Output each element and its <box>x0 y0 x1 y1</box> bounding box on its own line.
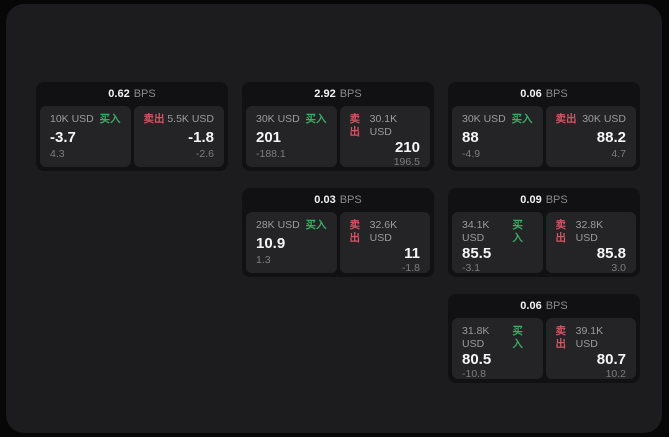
bps-label: BPS <box>339 194 362 206</box>
quote-card: 0.03 BPS 28K USD 买入 10.9 1.3 卖出 32.6K US… <box>242 188 434 277</box>
buy-amount: 28K USD <box>256 219 300 231</box>
buy-panel[interactable]: 31.8K USD 买入 80.5 -10.8 <box>452 318 543 380</box>
card-header: 2.92 BPS <box>246 82 430 106</box>
card-header: 0.62 BPS <box>40 82 224 106</box>
sell-panel[interactable]: 卖出 32.6K USD 11 -1.8 <box>339 212 430 274</box>
quote-card: 0.09 BPS 34.1K USD 买入 85.5 -3.1 卖出 32.8K… <box>448 188 640 277</box>
card-header: 0.06 BPS <box>452 82 636 106</box>
buy-tag: 买入 <box>305 113 327 125</box>
card-header: 0.03 BPS <box>246 188 430 212</box>
sell-panel[interactable]: 卖出 39.1K USD 80.7 10.2 <box>545 318 636 380</box>
buy-panel[interactable]: 34.1K USD 买入 85.5 -3.1 <box>452 212 543 274</box>
buy-price: 85.5 <box>462 245 492 262</box>
buy-delta: -4.9 <box>462 148 481 160</box>
card-header: 0.09 BPS <box>452 188 636 212</box>
quote-card: 2.92 BPS 30K USD 买入 201 -188.1 卖出 30.1K … <box>242 82 434 171</box>
bps-value: 0.09 <box>520 194 542 206</box>
sell-panel[interactable]: 卖出 5.5K USD -1.8 -2.6 <box>133 106 224 167</box>
sell-amount: 30K USD <box>582 113 626 125</box>
buy-delta: 4.3 <box>50 148 65 160</box>
sell-price: 80.7 <box>596 351 626 368</box>
bps-label: BPS <box>339 88 362 100</box>
quote-panels: 31.8K USD 买入 80.5 -10.8 卖出 39.1K USD 80.… <box>452 318 636 380</box>
buy-price: 201 <box>256 128 282 146</box>
sell-amount: 32.8K USD <box>575 219 604 244</box>
sell-amount: 39.1K USD <box>575 325 604 350</box>
bps-label: BPS <box>545 88 568 100</box>
buy-panel[interactable]: 30K USD 买入 88 -4.9 <box>452 106 543 167</box>
quote-panels: 30K USD 买入 88 -4.9 卖出 30K USD 88.2 4.7 <box>452 106 636 167</box>
sell-delta: 196.5 <box>393 156 420 168</box>
buy-delta: -10.8 <box>462 368 486 380</box>
bps-value: 0.06 <box>520 88 542 100</box>
buy-tag: 买入 <box>99 113 121 125</box>
sell-amount: 5.5K USD <box>167 113 214 125</box>
sell-delta: 3.0 <box>611 262 626 274</box>
bps-label: BPS <box>545 300 568 312</box>
buy-amount: 34.1K USD <box>462 219 490 244</box>
buy-amount: 31.8K USD <box>462 325 490 350</box>
sell-panel[interactable]: 卖出 30K USD 88.2 4.7 <box>545 106 636 167</box>
buy-tag: 买入 <box>512 219 523 244</box>
quote-panels: 28K USD 买入 10.9 1.3 卖出 32.6K USD 11 -1.8 <box>246 212 430 274</box>
buy-delta: -3.1 <box>462 262 481 274</box>
sell-price: -1.8 <box>188 128 214 146</box>
buy-amount: 30K USD <box>462 113 506 125</box>
sell-panel[interactable]: 卖出 32.8K USD 85.8 3.0 <box>545 212 636 274</box>
buy-delta: -188.1 <box>256 148 286 160</box>
sell-tag: 卖出 <box>555 219 567 244</box>
sell-tag: 卖出 <box>349 219 361 244</box>
bps-label: BPS <box>545 194 568 206</box>
bps-value: 2.92 <box>314 88 336 100</box>
buy-panel[interactable]: 10K USD 买入 -3.7 4.3 <box>40 106 131 167</box>
sell-delta: 4.7 <box>611 148 626 160</box>
sell-price: 11 <box>404 245 420 262</box>
sell-amount: 30.1K USD <box>369 113 398 138</box>
sell-delta: 10.2 <box>605 368 626 380</box>
buy-price: 80.5 <box>462 351 492 368</box>
buy-price: 10.9 <box>256 234 286 252</box>
buy-price: -3.7 <box>50 128 76 146</box>
card-header: 0.06 BPS <box>452 294 636 318</box>
sell-delta: -2.6 <box>195 148 214 160</box>
quote-card: 0.62 BPS 10K USD 买入 -3.7 4.3 卖出 5.5K USD… <box>36 82 228 171</box>
sell-panel[interactable]: 卖出 30.1K USD 210 196.5 <box>339 106 430 168</box>
bps-value: 0.03 <box>314 194 336 206</box>
sell-tag: 卖出 <box>349 113 361 138</box>
sell-price: 88.2 <box>596 128 626 146</box>
quote-panels: 30K USD 买入 201 -188.1 卖出 30.1K USD 210 1… <box>246 106 430 168</box>
cards-grid: 0.62 BPS 10K USD 买入 -3.7 4.3 卖出 5.5K USD… <box>36 82 640 383</box>
buy-tag: 买入 <box>512 325 523 350</box>
sell-price: 210 <box>394 139 420 156</box>
quote-card: 0.06 BPS 31.8K USD 买入 80.5 -10.8 卖出 39.1… <box>448 294 640 383</box>
bps-value: 0.06 <box>520 300 542 312</box>
bps-label: BPS <box>133 88 156 100</box>
sell-tag: 卖出 <box>143 113 165 125</box>
buy-price: 88 <box>462 128 479 146</box>
sell-delta: -1.8 <box>401 262 420 274</box>
bps-value: 0.62 <box>108 88 130 100</box>
buy-panel[interactable]: 30K USD 买入 201 -188.1 <box>246 106 337 167</box>
buy-tag: 买入 <box>511 113 533 125</box>
buy-tag: 买入 <box>305 219 327 231</box>
app-window: 0.62 BPS 10K USD 买入 -3.7 4.3 卖出 5.5K USD… <box>6 4 662 433</box>
sell-tag: 卖出 <box>555 325 567 350</box>
buy-panel[interactable]: 28K USD 买入 10.9 1.3 <box>246 212 337 273</box>
sell-tag: 卖出 <box>555 113 577 125</box>
sell-price: 85.8 <box>596 245 626 262</box>
buy-amount: 10K USD <box>50 113 94 125</box>
quote-card: 0.06 BPS 30K USD 买入 88 -4.9 卖出 30K USD 8… <box>448 82 640 171</box>
sell-amount: 32.6K USD <box>369 219 398 244</box>
quote-panels: 34.1K USD 买入 85.5 -3.1 卖出 32.8K USD 85.8… <box>452 212 636 274</box>
buy-delta: 1.3 <box>256 254 271 266</box>
buy-amount: 30K USD <box>256 113 300 125</box>
quote-panels: 10K USD 买入 -3.7 4.3 卖出 5.5K USD -1.8 -2.… <box>40 106 224 167</box>
